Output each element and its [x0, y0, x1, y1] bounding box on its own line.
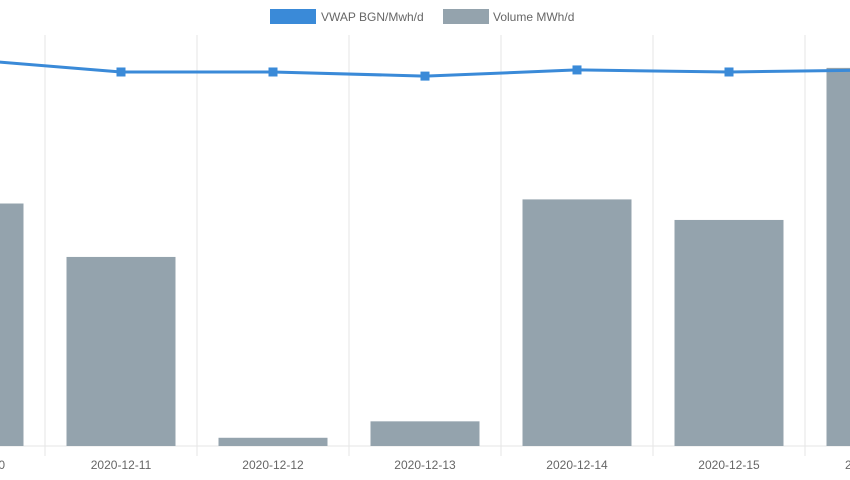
x-tick-label: 0 — [0, 458, 5, 472]
legend-swatch-volume — [443, 9, 489, 24]
legend-swatch-vwap — [270, 9, 316, 24]
legend-label-vwap: VWAP BGN/Mwh/d — [321, 10, 424, 24]
legend-item-vwap[interactable]: VWAP BGN/Mwh/d — [270, 9, 424, 24]
legend-label-volume: Volume MWh/d — [493, 10, 574, 24]
legend-item-volume[interactable]: Volume MWh/d — [443, 9, 574, 24]
legend: VWAP BGN/Mwh/d Volume MWh/d — [270, 9, 574, 24]
vwap-point[interactable] — [572, 65, 582, 75]
volume-bars — [0, 67, 850, 446]
volume-bar[interactable] — [370, 421, 480, 446]
x-axis: 0 2020-12-11 2020-12-12 2020-12-13 2020-12-1… — [0, 458, 850, 472]
x-tick-label: 2020-12-11 — [91, 458, 152, 472]
volume-bar[interactable] — [66, 256, 176, 446]
volume-bar[interactable] — [674, 219, 784, 446]
x-tick-label: 2 — [845, 458, 850, 472]
vwap-point[interactable] — [116, 67, 126, 77]
vwap-point[interactable] — [420, 71, 430, 81]
volume-bar[interactable] — [0, 203, 24, 446]
vwap-point[interactable] — [268, 67, 278, 77]
volume-bar[interactable] — [218, 437, 328, 446]
volume-bar[interactable] — [522, 199, 632, 446]
vwap-point[interactable] — [724, 67, 734, 77]
x-tick-label: 2020-12-14 — [546, 458, 608, 472]
volume-bar[interactable] — [826, 67, 850, 446]
vwap-line-series — [0, 60, 850, 81]
x-tick-label: 2020-12-12 — [242, 458, 304, 472]
x-tick-label: 2020-12-15 — [698, 458, 760, 472]
x-tick-label: 2020-12-13 — [394, 458, 456, 472]
